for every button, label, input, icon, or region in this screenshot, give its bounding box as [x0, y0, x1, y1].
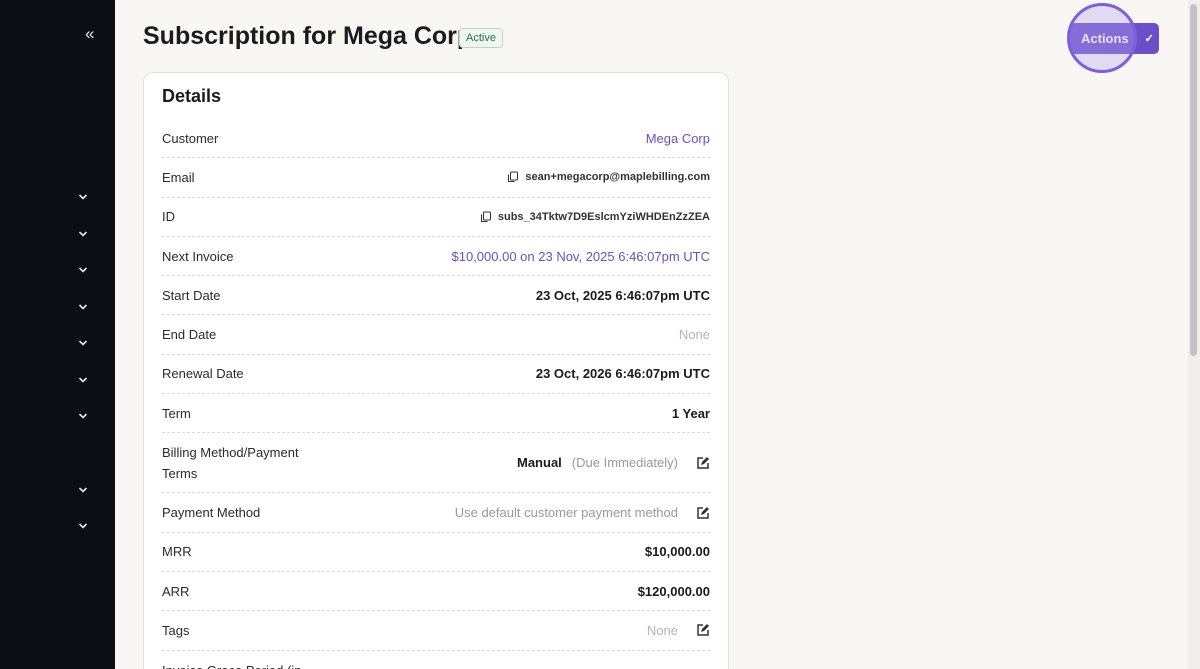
actions-label: Actions [1081, 31, 1129, 46]
label: Invoice Grace Period (in [162, 660, 462, 669]
email-value: sean+megacorp@maplebilling.com [525, 171, 710, 184]
collapse-sidebar-icon[interactable]: « [85, 24, 95, 43]
copy-icon[interactable] [507, 171, 519, 183]
value: 23 Oct, 2026 6:46:07pm UTC [535, 366, 710, 382]
value: $10,000.00 [644, 544, 710, 560]
payment-terms: (Due Immediately) [571, 455, 678, 471]
row-arr: ARR $120,000.00 [162, 572, 710, 612]
row-next-invoice: Next Invoice $10,000.00 on 23 Nov, 2025 6… [162, 237, 711, 277]
value: Use default customer payment method [454, 505, 678, 521]
label: Payment Method [162, 505, 261, 521]
copy-icon[interactable] [480, 211, 492, 223]
chevron-down-icon[interactable] [77, 521, 89, 531]
chevron-down-icon[interactable] [77, 229, 89, 239]
row-payment-method: Payment Method Use default customer payme… [162, 493, 710, 533]
value: Manual [517, 455, 562, 471]
scrollbar-thumb[interactable] [1190, 4, 1197, 356]
details-title: Details [162, 86, 222, 106]
next-invoice-link[interactable]: $10,000.00 on 23 Nov, 2025 6:46:07pm UTC [451, 248, 711, 264]
label: Next Invoice [162, 248, 234, 264]
value: None [646, 622, 678, 638]
details-card: Details Customer Mega Corp Email sean+mega… [143, 72, 729, 669]
edit-icon[interactable] [696, 623, 710, 637]
chevron-down-icon[interactable] [77, 192, 89, 202]
row-customer: Customer Mega Corp [162, 119, 710, 159]
value: None [678, 327, 710, 343]
row-id: ID subs_34Tktw7D9EslcmYziWHDEnZzZEA [162, 198, 710, 237]
edit-icon[interactable] [696, 506, 710, 520]
chevron-down-icon[interactable] [77, 411, 89, 421]
status-badge: Active [459, 28, 503, 48]
scrollbar[interactable] [1188, 0, 1200, 669]
customer-link[interactable]: Mega Corp [645, 130, 710, 146]
chevron-down-icon[interactable] [77, 338, 89, 348]
label: ARR [162, 583, 190, 599]
chevron-down-icon[interactable] [77, 375, 89, 385]
actions-button[interactable]: Actions ✓ [1070, 23, 1159, 54]
label: Billing Method/Payment Terms [162, 444, 299, 481]
row-email: Email sean+megacorp@maplebilling.com [162, 158, 710, 198]
value: $120,000.00 [637, 583, 710, 599]
label: Start Date [162, 287, 221, 303]
row-term: Term 1 Year [162, 394, 710, 434]
row-start-date: Start Date 23 Oct, 2025 6:46:07pm UTC [162, 276, 710, 316]
row-invoice-grace-period: Invoice Grace Period (in [162, 651, 710, 669]
page-title: Subscription for Mega Corp [143, 22, 473, 50]
label: Renewal Date [162, 366, 244, 382]
row-tags: Tags None [162, 611, 710, 651]
label: Tags [162, 622, 190, 638]
chevron-down-icon[interactable] [77, 302, 89, 312]
chevron-down-icon: ✓ [1144, 33, 1154, 45]
label: Email [162, 169, 195, 185]
chevron-down-icon[interactable] [77, 485, 89, 495]
label: End Date [162, 327, 217, 343]
id-value: subs_34Tktw7D9EslcmYziWHDEnZzZEA [497, 210, 710, 223]
row-renewal-date: Renewal Date 23 Oct, 2026 6:46:07pm UTC [162, 355, 710, 395]
sidebar: « [0, 0, 115, 669]
label: Customer [162, 130, 219, 146]
label: MRR [162, 544, 192, 560]
row-mrr: MRR $10,000.00 [162, 533, 710, 572]
edit-icon[interactable] [696, 456, 710, 470]
value: 23 Oct, 2025 6:46:07pm UTC [535, 287, 710, 303]
row-end-date: End Date None [162, 315, 710, 355]
value: 1 Year [671, 405, 710, 421]
chevron-down-icon[interactable] [77, 265, 89, 275]
label: ID [162, 209, 175, 225]
row-billing-method: Billing Method/Payment Terms Manual (Due I… [162, 433, 710, 494]
label: Term [162, 405, 191, 421]
